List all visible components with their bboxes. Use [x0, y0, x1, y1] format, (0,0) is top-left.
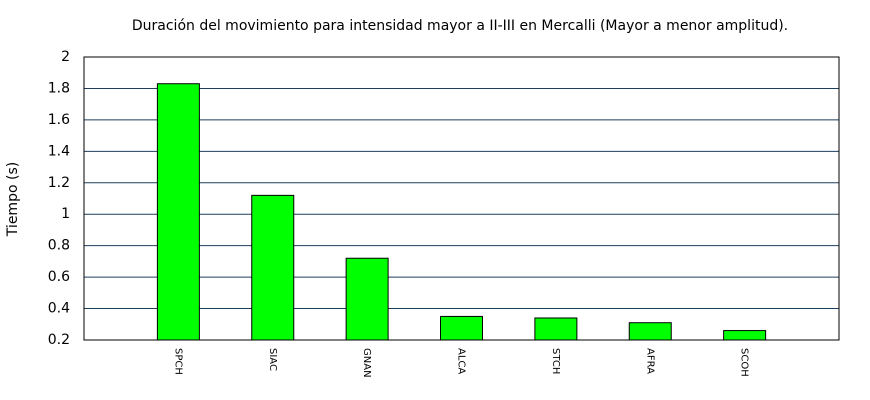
- x-tick-label: GNAN: [361, 348, 372, 378]
- y-tick-label: 1.6: [48, 112, 70, 128]
- x-tick-label: SIAC: [267, 348, 278, 371]
- y-tick-label: 1: [61, 206, 70, 222]
- y-tick-label: 2: [61, 49, 70, 65]
- y-tick-label: 0.2: [48, 332, 70, 348]
- x-tick-label: STCH: [550, 348, 561, 374]
- y-axis-label: Tiempo (s): [5, 162, 21, 237]
- x-tick-label: SCOH: [739, 348, 750, 377]
- y-tick-label: 1.8: [48, 80, 70, 96]
- bar: [156, 83, 200, 341]
- y-tick-label: 1.4: [48, 143, 70, 159]
- y-tick-label: 0.4: [48, 301, 70, 317]
- bar: [628, 322, 672, 341]
- x-tick-label: SPCH: [172, 348, 183, 375]
- bar: [440, 315, 483, 341]
- bar: [345, 257, 389, 341]
- chart-title: Duración del movimiento para intensidad …: [132, 18, 788, 34]
- x-tick-label: ALCA: [456, 348, 467, 374]
- bar: [534, 317, 578, 341]
- y-tick-label: 1.2: [48, 175, 70, 191]
- x-tick-label: AFRA: [644, 348, 655, 374]
- y-tick-label: 0.8: [48, 238, 70, 254]
- bar: [251, 194, 295, 341]
- bar: [723, 330, 767, 341]
- y-tick-label: 0.6: [48, 269, 70, 285]
